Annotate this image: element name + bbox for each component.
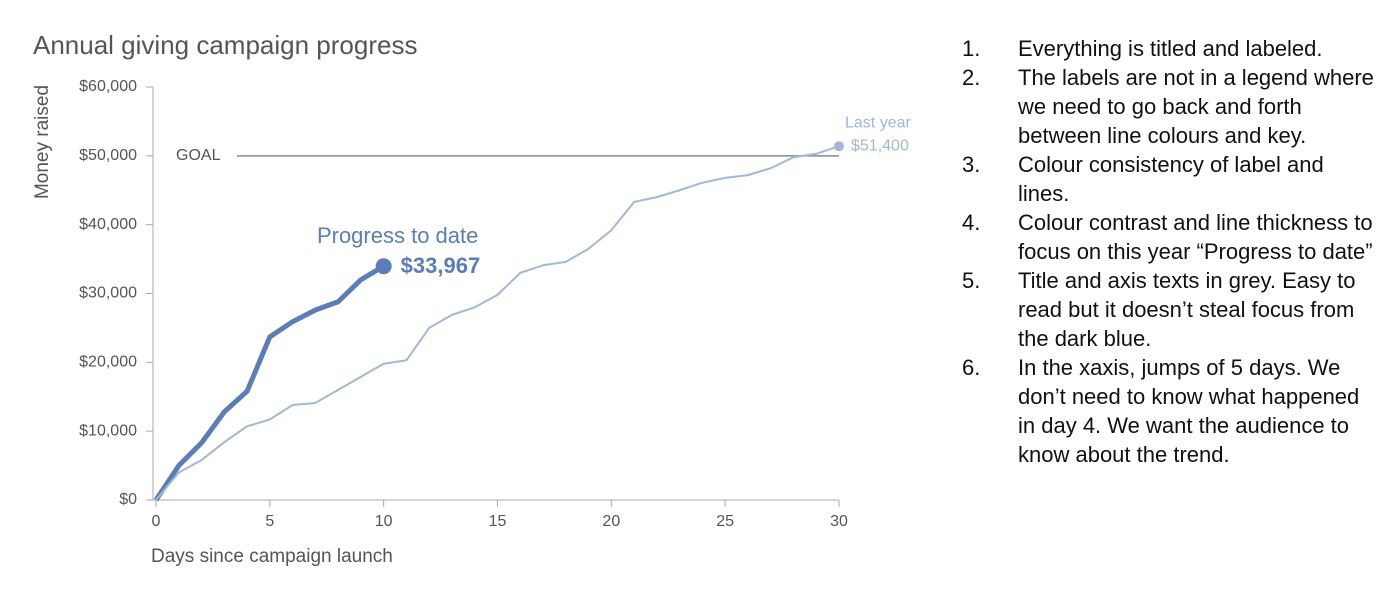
note-item: 6. In the xaxis, jumps of 5 days. We don’… [962,353,1382,469]
notes-list: 1. Everything is titled and labeled. 2. The… [962,34,1382,469]
end-point [834,141,844,152]
y-tick-label: $50,000 [79,147,137,164]
x-tick-label: 25 [716,513,734,530]
chart: Annual giving campaign progress Days sin… [32,30,911,567]
series-label: Last year [845,114,911,131]
note-text: Title and axis texts in grey. Easy to re… [1018,268,1356,351]
note-number: 4. [962,210,981,235]
y-axis-title: Money raised [32,85,53,199]
end-point [375,258,392,275]
note-number: 6. [962,355,981,380]
y-tick-label: $30,000 [79,285,137,302]
note-text: The labels are not in a legend where we … [1018,65,1374,148]
note-text: Colour contrast and line thickness to fo… [1018,210,1373,264]
note-number: 1. [962,36,981,61]
x-tick-label: 20 [602,513,620,530]
value-label: $51,400 [851,137,909,154]
goal-label: GOAL [176,147,221,164]
note-item: 4. Colour contrast and line thickness to … [962,208,1382,266]
series-line [155,145,840,501]
x-tick-label: 10 [375,513,393,530]
note-item: 3. Colour consistency of label and lines. [962,150,1382,208]
note-item: 1. Everything is titled and labeled. [962,34,1382,63]
note-number: 3. [962,152,981,177]
series-line [153,264,385,502]
note-text: In the xaxis, jumps of 5 days. We don’t … [1018,355,1360,467]
chart-title: Annual giving campaign progress [33,30,417,60]
note-text: Colour consistency of label and lines. [1018,152,1324,206]
note-number: 2. [962,65,981,90]
note-item: 2. The labels are not in a legend where w… [962,63,1382,150]
x-axis-title: Days since campaign launch [151,546,393,567]
x-tick-label: 0 [152,513,161,530]
y-tick-label: $0 [119,491,137,508]
y-tick-label: $60,000 [79,78,137,95]
x-tick-label: 30 [830,513,848,530]
x-tick-label: 5 [265,513,274,530]
y-tick-label: $10,000 [79,422,137,439]
x-tick-label: 15 [489,513,507,530]
y-tick-label: $20,000 [79,354,137,371]
series-label: Progress to date [317,223,478,248]
y-tick-label: $40,000 [79,216,137,233]
value-label: $33,967 [401,253,481,278]
note-item: 5. Title and axis texts in grey. Easy to … [962,266,1382,353]
note-text: Everything is titled and labeled. [1018,36,1323,61]
note-number: 5. [962,268,981,293]
